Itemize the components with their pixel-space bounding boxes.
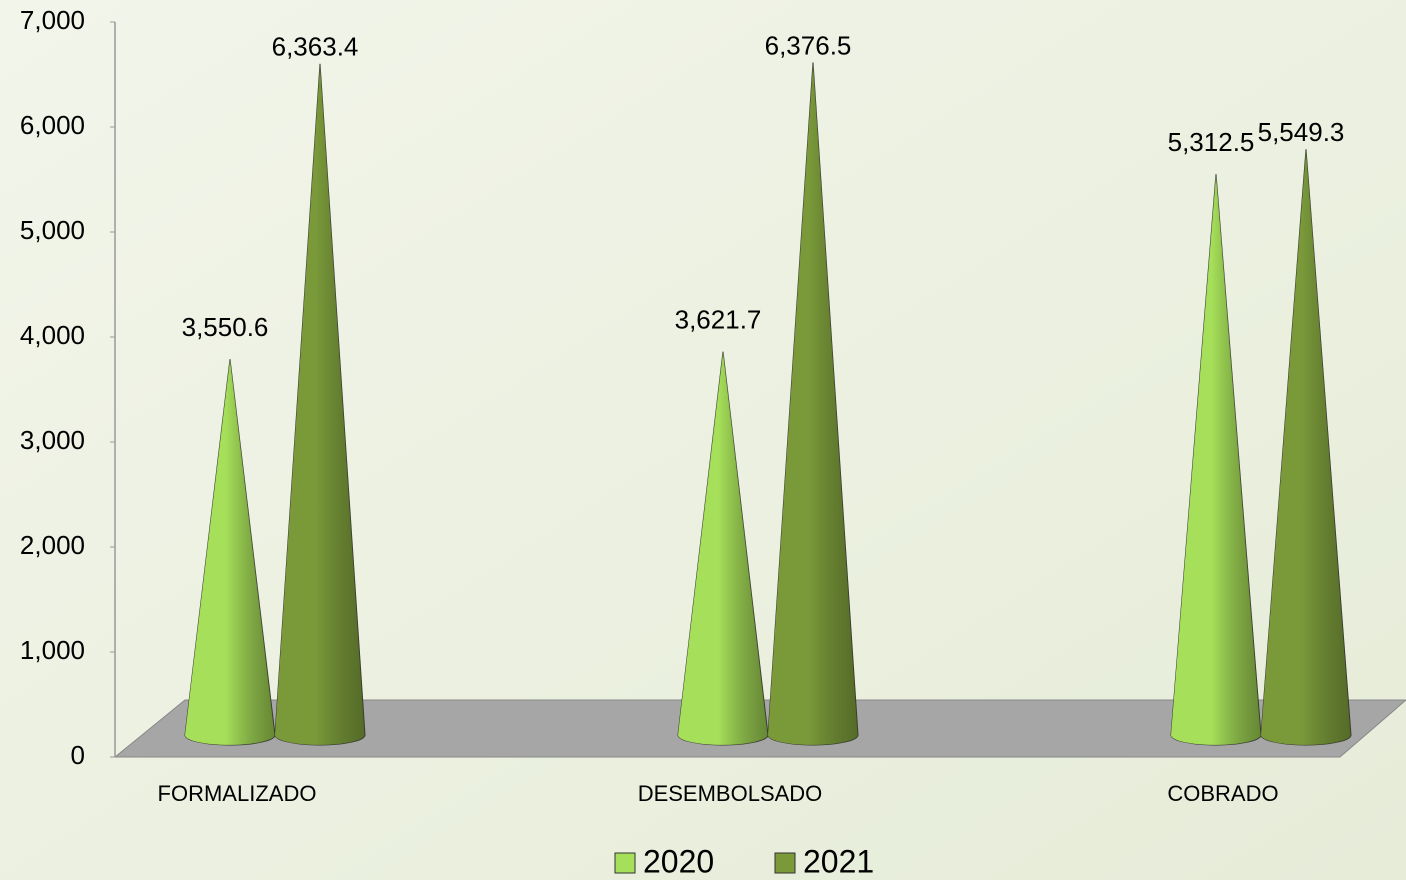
y-tick-label: 1,000 — [20, 635, 85, 665]
y-tick-label: 3,000 — [20, 425, 85, 455]
data-label: 6,363.4 — [272, 32, 359, 62]
legend-label: 2020 — [643, 843, 714, 879]
data-label: 3,621.7 — [675, 305, 762, 335]
cone-shade — [1171, 174, 1261, 745]
y-tick-label: 0 — [71, 740, 85, 770]
legend-label: 2021 — [803, 843, 874, 879]
cone-shade — [768, 62, 858, 745]
y-tick-label: 2,000 — [20, 530, 85, 560]
y-tick-label: 4,000 — [20, 320, 85, 350]
x-tick-label: FORMALIZADO — [158, 781, 317, 806]
y-tick-label: 5,000 — [20, 215, 85, 245]
data-label: 3,550.6 — [182, 312, 269, 342]
legend-swatch — [774, 852, 796, 874]
cone-shade — [678, 351, 768, 745]
cone-shade — [275, 63, 365, 745]
y-tick-label: 7,000 — [20, 5, 85, 35]
y-tick-label: 6,000 — [20, 110, 85, 140]
legend-swatch — [614, 852, 636, 874]
cone-shade — [185, 359, 275, 745]
x-tick-label: DESEMBOLSADO — [638, 781, 823, 806]
data-label: 6,376.5 — [765, 30, 852, 60]
cone-shade — [1261, 149, 1351, 746]
data-label: 5,312.5 — [1168, 127, 1255, 157]
data-label: 5,549.3 — [1258, 117, 1345, 147]
x-tick-label: COBRADO — [1167, 781, 1278, 806]
